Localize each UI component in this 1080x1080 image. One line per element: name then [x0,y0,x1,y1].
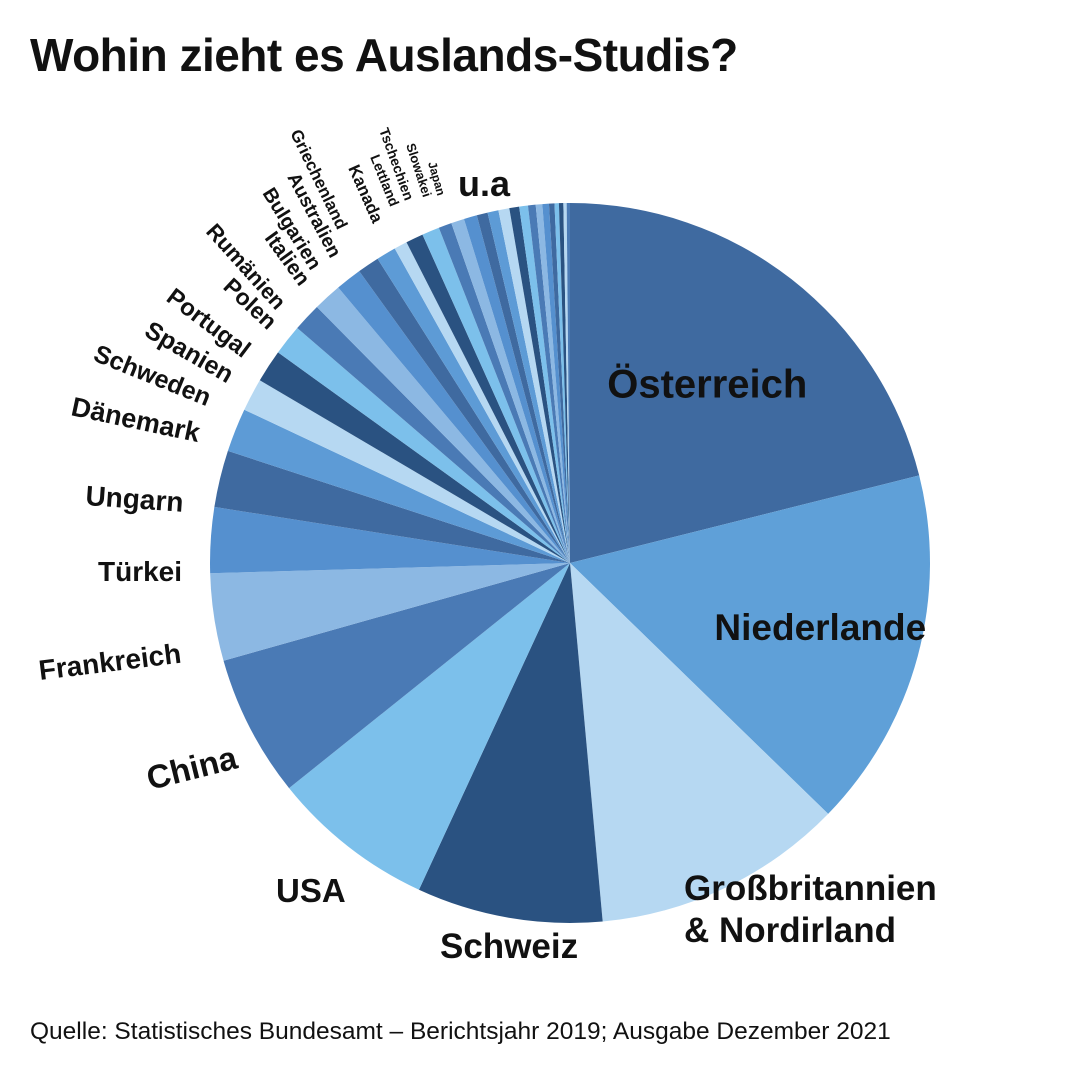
pie-slice-other-31 [542,203,570,563]
pie-slice-australien [377,248,570,564]
pie-slice-other-25 [487,210,570,563]
slice-label: China [143,739,242,797]
pie-slice-lettland [422,227,570,564]
pie-slice-other-24 [476,212,570,563]
pie-slice-other-27 [509,206,570,564]
pie-slice-schweden [244,380,570,563]
pie-slice-usa [289,563,570,890]
slice-label: Türkei [98,556,182,587]
pie-slice-bulgarien [359,258,570,563]
pie-slice-other-36 [566,203,570,563]
slice-label: Österreich [607,362,807,407]
pie-slice-polen [297,306,570,563]
pie-slice-kanada [406,234,570,564]
pie-slice-other-26 [498,208,570,563]
pie-slice-griechenland [394,242,570,563]
pie-slice-other-30 [535,204,570,563]
pie-slice-other-35 [563,203,570,563]
slice-label: Frankreich [37,638,183,686]
pie-slice-other-32 [548,203,570,563]
pie-slice-dänemark [227,409,570,563]
pie-slice-österreich [570,203,920,563]
chart-title: Wohin zieht es Auslands-Studis? [30,29,738,81]
slice-label: Ungarn [85,480,185,518]
pie-slice-slowakei [451,218,570,563]
pie-slice-ungarn [214,450,570,563]
slice-label: USA [276,872,346,909]
pie-slice-other-29 [527,204,570,563]
pie-slice-japan [463,215,570,563]
pie-slice-italien [338,271,570,563]
pie-slice-portugal [278,328,570,563]
slice-label: Niederlande [714,607,926,648]
pie-slice-spanien [259,352,570,563]
pie-slice-schweiz [418,563,603,923]
slice-label: Großbritannien & Nordirland [684,869,937,950]
pie-slice-niederlande [570,475,930,814]
pie-slice-tschechien [438,223,570,563]
source-note: Quelle: Statistisches Bundesamt – Berich… [30,1018,891,1045]
pie-slice-türkei [210,506,571,574]
pie-slice-rumänien [316,287,570,563]
pie-slice-other-28 [519,205,570,563]
pie-slices [210,203,930,923]
pie-slice-other-34 [558,203,570,563]
pie-slice-frankreich [210,563,570,661]
pie-slice-other-33 [554,203,570,564]
pie-slice-großbritannien [570,563,829,922]
slice-label: Schweiz [440,927,578,966]
others-label: u.a [458,163,511,204]
pie-slice-china [223,563,570,789]
